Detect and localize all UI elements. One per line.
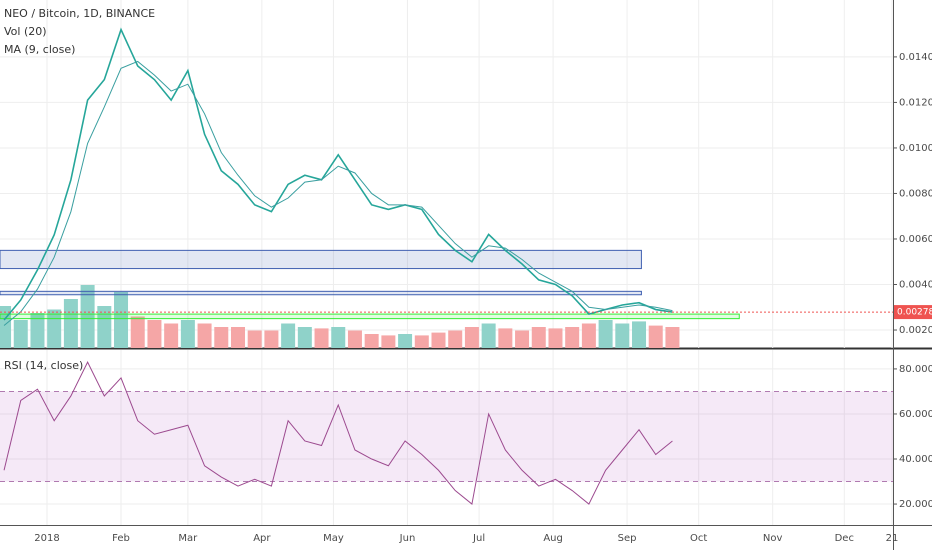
volume-bar [264,330,279,348]
volume-bar [130,316,145,348]
volume-bar [30,313,45,348]
volume-bar [230,327,245,348]
volume-bar [598,320,613,348]
last-price-label: 0.002788 [897,308,932,318]
volume-bar [565,327,580,348]
volume-bar [297,327,312,348]
series-line [3,361,673,505]
zone [0,290,642,296]
series-line [3,27,673,321]
x-tick-label: Aug [543,533,563,544]
volume-bar [632,321,647,348]
x-tick-label: May [323,533,344,544]
x-tick-label: Apr [253,533,271,544]
y-tick-label: 0.008000 [899,188,932,199]
volume-bar [281,323,296,348]
volume-bar [581,323,596,348]
x-tick-label: Oct [690,533,707,544]
rsi-band [0,391,893,482]
x-tick-label: Feb [112,533,130,544]
volume-bar [398,334,413,348]
volume-bar [247,330,262,348]
y-tick-label: 0.002000 [899,325,932,336]
x-tick-label: Sep [618,533,637,544]
volume-bar [548,328,563,348]
zone [0,313,740,320]
volume-label: Vol (20) [4,25,47,38]
y-tick-label: 0.010000 [899,143,932,154]
volume-bar [381,335,396,348]
x-tick-label: 2018 [34,533,59,544]
x-tick-label: Jun [399,533,416,544]
volume-bar [147,320,162,348]
volume-bar [331,327,346,348]
x-tick-label: Mar [178,533,198,544]
volume-bar [414,335,429,348]
volume-bar [665,327,680,348]
x-tick-label: Dec [835,533,854,544]
x-tick-label: 21 [886,533,899,544]
volume-bar [197,323,212,348]
volume-bar [80,285,95,348]
volume-bar [347,330,362,348]
chart-title: NEO / Bitcoin, 1D, BINANCE [4,7,155,20]
last-price-box [894,305,932,320]
x-tick-label: Nov [763,533,783,544]
x-tick-label: Jul [472,533,485,544]
volume-bar [0,306,12,348]
zone [0,249,642,270]
volume-bar [214,327,229,348]
volume-bar [615,323,630,348]
volume-bar [97,306,112,348]
series-line [3,60,673,326]
volume-bar [63,299,78,348]
volume-bar [314,328,329,348]
volume-bar [448,330,463,348]
volume-bar [498,328,513,348]
rsi-label: RSI (14, close) [4,359,83,372]
volume-bar [481,323,496,348]
volume-bar [164,323,179,348]
volume-bar [464,327,479,348]
volume-bar [515,330,530,348]
y-tick-label: 0.006000 [899,234,932,245]
volume-bar [431,332,446,348]
volume-bar [13,320,28,348]
y-tick-label: 0.012000 [899,97,932,108]
y-tick-label: 0.014000 [899,52,932,63]
ma-label: MA (9, close) [4,43,75,56]
volume-bar [114,292,129,348]
volume-bar [648,325,663,348]
y-tick-label: 0.004000 [899,279,932,290]
volume-bar [531,327,546,348]
volume-bar [180,320,195,348]
volume-bar [364,334,379,348]
